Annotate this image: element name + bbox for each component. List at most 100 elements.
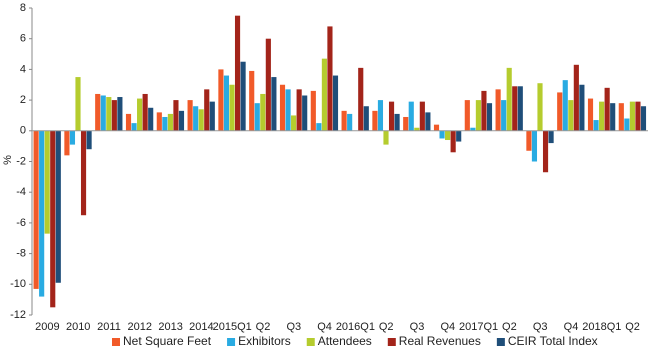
bar	[279, 84, 286, 131]
bar	[156, 112, 162, 131]
legend-swatch	[112, 338, 120, 346]
bar	[470, 127, 476, 131]
bar	[234, 15, 241, 131]
bar	[414, 127, 420, 131]
x-tick-label: Q4	[317, 321, 332, 333]
bar	[254, 103, 260, 131]
bar	[475, 100, 481, 131]
bar	[377, 100, 384, 131]
bar	[640, 106, 647, 131]
bar	[218, 69, 224, 131]
bar	[249, 70, 255, 131]
bar	[75, 77, 81, 131]
x-tick-label: 2011	[97, 321, 121, 333]
bar	[517, 86, 523, 131]
y-tick-label: -4	[16, 186, 26, 198]
y-tick-label: 0	[20, 125, 26, 137]
legend-label: CEIR Total Index	[508, 334, 598, 348]
bar	[593, 120, 599, 131]
bar	[162, 116, 168, 131]
bar	[39, 130, 45, 297]
bar	[635, 101, 641, 131]
x-tick-label: 2018Q1	[582, 321, 621, 333]
bar	[187, 100, 193, 131]
bar	[291, 115, 297, 131]
legend-label: Net Square Feet	[123, 334, 212, 348]
bar	[542, 130, 549, 173]
bar	[618, 103, 624, 131]
bar	[100, 95, 106, 131]
bar	[408, 101, 414, 131]
bar	[512, 86, 518, 131]
bar	[55, 130, 61, 283]
bar	[302, 95, 308, 131]
bar	[629, 101, 635, 131]
bar	[296, 89, 302, 131]
bar	[137, 98, 143, 131]
legend-label: Attendees	[318, 334, 372, 348]
bar	[604, 87, 610, 131]
x-tick-label: 2017Q1	[459, 321, 498, 333]
bar	[229, 84, 235, 131]
bar	[125, 113, 132, 131]
bar	[363, 106, 369, 131]
x-tick-label: Q2	[502, 321, 517, 333]
x-tick-label: 2015Q1	[213, 321, 252, 333]
bar	[327, 26, 333, 131]
x-tick-label: Q3	[410, 321, 425, 333]
bar	[439, 130, 445, 139]
bar	[599, 101, 605, 131]
y-tick-label: -2	[16, 155, 26, 167]
legend-swatch	[387, 338, 396, 346]
bar	[178, 110, 185, 131]
bar	[394, 113, 400, 131]
bar	[310, 90, 316, 131]
bar	[486, 103, 493, 131]
bar	[167, 113, 173, 131]
x-tick-label: 2013	[158, 321, 182, 333]
bar	[537, 83, 543, 131]
bar	[383, 130, 389, 145]
y-axis-label: %	[2, 155, 14, 165]
bar	[506, 67, 512, 131]
y-tick-label: 6	[20, 33, 26, 45]
bar	[198, 109, 204, 131]
bar	[142, 93, 148, 131]
bar	[445, 130, 451, 141]
bar	[341, 110, 347, 131]
bar	[464, 100, 470, 131]
bar	[358, 67, 364, 131]
x-tick-label: Q2	[625, 321, 640, 333]
bar	[148, 107, 154, 131]
bar	[481, 90, 487, 131]
y-tick-label: -12	[10, 309, 26, 321]
x-tick-label: Q2	[256, 321, 271, 333]
bar	[433, 124, 440, 131]
bar	[372, 110, 378, 131]
bar	[173, 100, 179, 131]
bar	[193, 106, 199, 131]
bar	[204, 89, 210, 131]
bar	[587, 98, 594, 131]
bar	[531, 130, 538, 162]
bar	[86, 130, 92, 150]
bar	[456, 130, 462, 142]
y-tick-label: -8	[16, 248, 26, 260]
bar	[240, 61, 246, 131]
x-tick-label: 2010	[66, 321, 90, 333]
bar	[495, 89, 501, 131]
bar	[209, 101, 215, 131]
x-tick-label: Q3	[533, 321, 548, 333]
bar	[526, 130, 532, 151]
bar	[44, 130, 50, 234]
bar	[403, 116, 409, 131]
bar	[69, 130, 76, 145]
bar	[50, 130, 56, 308]
x-tick-label: 2009	[35, 321, 59, 333]
bar	[450, 130, 456, 153]
y-tick-label: 8	[20, 2, 26, 14]
bar	[557, 92, 563, 131]
x-tick-label: Q3	[286, 321, 301, 333]
bar	[117, 97, 123, 131]
x-tick-label: Q4	[440, 321, 455, 333]
